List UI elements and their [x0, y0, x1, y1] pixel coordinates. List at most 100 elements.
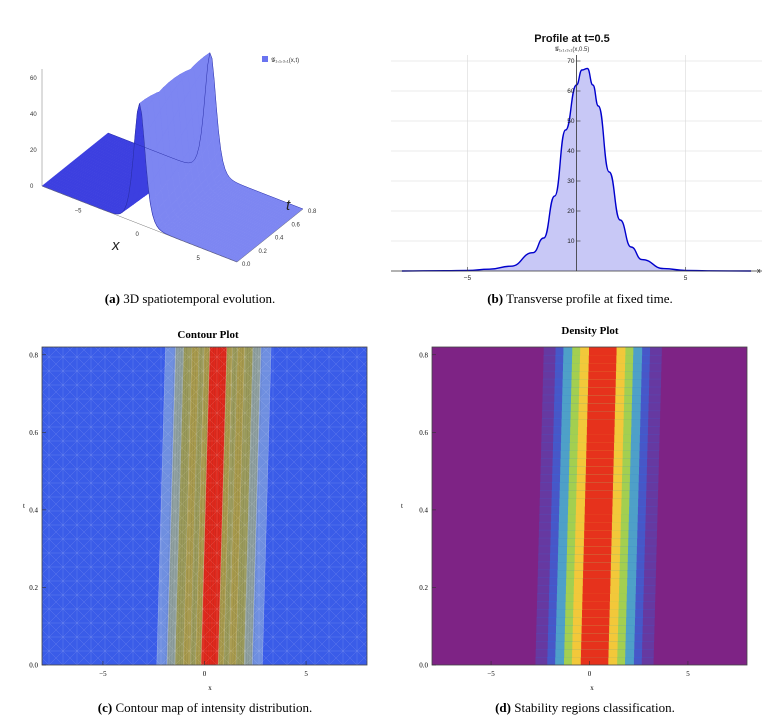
density-cell [587, 386, 616, 396]
caption-c-text: Contour map of intensity distribution. [115, 700, 313, 715]
density-cell [585, 482, 613, 491]
x-axis-label: x [111, 237, 120, 254]
t-tick-label: 0.4 [275, 236, 284, 242]
density-cell [584, 529, 612, 539]
x-tick-label: 5 [684, 275, 688, 282]
density-cell [588, 378, 616, 388]
y-tick-label: 0.4 [29, 506, 38, 514]
y-tick-label: 50 [567, 118, 575, 125]
x-tick-label: 5 [196, 256, 200, 262]
caption-b: (b) Transverse profile at fixed time. [420, 291, 740, 307]
y-tick-label: 0.6 [419, 429, 428, 437]
caption-a-label: (a) [104, 291, 120, 306]
density-cell [587, 418, 615, 427]
z-tick-label: 40 [30, 112, 37, 118]
legend-swatch [262, 56, 268, 62]
density-cell [582, 585, 611, 594]
caption-a-text: 3D spatiotemporal evolution. [123, 291, 276, 306]
surface-mesh [41, 51, 304, 263]
x-axis-line [41, 185, 238, 263]
z-tick-label: 60 [30, 76, 37, 82]
t-axis-line [236, 208, 304, 263]
y-tick-label: 0.0 [419, 662, 428, 670]
caption-b-label: (b) [487, 291, 504, 306]
density-cell [581, 633, 609, 642]
density-cell [583, 537, 612, 547]
x-tick-label: 5 [304, 670, 308, 678]
density-cell [581, 617, 610, 626]
y-tick-label: 0.0 [29, 662, 38, 670]
y-tick-label: 10 [567, 238, 575, 245]
density-cell [580, 649, 609, 658]
x-tick-label: 0 [203, 670, 207, 678]
chart-d-x-label: x [590, 684, 594, 692]
density-cell [586, 442, 615, 451]
y-tick-label: 0.4 [419, 506, 428, 514]
density-cell [586, 458, 614, 467]
density-cell [588, 370, 616, 380]
x-tick-label: −5 [99, 670, 107, 678]
density-cell [585, 490, 613, 499]
density-cell [583, 561, 611, 571]
density-cell [583, 569, 611, 579]
density-band [535, 347, 662, 665]
x-tick-label: 5 [686, 670, 690, 678]
density-cell [586, 426, 615, 435]
caption-b-text: Transverse profile at fixed time. [506, 291, 673, 306]
t-tick-label: 0.0 [242, 262, 251, 268]
y-tick-label: 0.2 [419, 584, 428, 592]
caption-c-label: (c) [97, 700, 113, 715]
y-tick-label: 0.8 [29, 351, 38, 359]
x-tick-label: 0 [588, 670, 592, 678]
y-tick-label: 30 [567, 178, 575, 185]
y-tick-label: 70 [567, 58, 575, 65]
profile-line [401, 67, 752, 272]
chart-b-x-label: x [757, 268, 761, 275]
density-cell [582, 601, 610, 610]
y-tick-label: 20 [567, 208, 575, 215]
contour-mesh [42, 347, 367, 665]
caption-d-text: Stability regions classification. [514, 700, 675, 715]
density-cell [587, 394, 616, 404]
chart-d-ticks: −5 0 5 0.0 0.2 0.4 0.6 0.8 [419, 351, 690, 678]
chart-c-x-label: x [208, 684, 212, 692]
chart-c-contour: Contour Plot −5 0 5 0.0 0.2 0.4 0.6 0.8 x t [23, 329, 368, 692]
density-cell [583, 545, 612, 555]
caption-d: (d) Stability regions classification. [420, 700, 750, 716]
t-tick-label: 0.2 [259, 249, 268, 255]
chart-d-title: Density Plot [561, 325, 618, 337]
chart-c-y-label: t [23, 502, 25, 510]
t-tick-label: 0.8 [308, 209, 317, 215]
chart-a-legend: 𝒢₁,₁,₃,₁(x,t) [262, 56, 299, 64]
x-tick-label: 0 [136, 232, 140, 238]
density-cell [587, 410, 615, 420]
y-tick-label: 40 [567, 148, 575, 155]
density-cell [583, 553, 612, 563]
t-axis-label: t [286, 197, 291, 214]
chart-b-axes: −5 5 10 20 30 40 50 60 70 [391, 55, 762, 282]
density-cell [589, 347, 617, 356]
z-tick-label: 0 [30, 184, 34, 190]
y-tick-label: 0.8 [419, 351, 428, 359]
caption-a: (a) 3D spatiotemporal evolution. [40, 291, 340, 307]
y-tick-label: 60 [567, 88, 575, 95]
chart-a-surface: −5 0 5 0.0 0.2 0.4 0.6 0.8 0 20 40 60 𝒢₁,₁,₃,₁(x,t)… [30, 51, 317, 268]
chart-d-y-label: t [401, 502, 403, 510]
density-cell [584, 506, 613, 515]
density-cell [587, 402, 616, 412]
y-tick-label: 0.6 [29, 429, 38, 437]
z-tick-label: 20 [30, 148, 37, 154]
density-cell [584, 498, 613, 507]
caption-c: (c) Contour map of intensity distributio… [30, 700, 380, 716]
t-tick-label: 0.6 [292, 222, 301, 228]
density-cell [582, 577, 611, 586]
chart-d-density: Density Plot −5 0 5 0.0 0.2 0.4 0.6 0.8 x t [401, 325, 748, 692]
density-cell [584, 513, 613, 523]
density-cell [585, 466, 614, 475]
density-cell [588, 354, 617, 364]
x-tick-label: −5 [75, 208, 83, 214]
chart-b-legend: 𝒢₁,₁,₃,₁(x,0.5) [555, 46, 590, 53]
chart-b-profile: Profile at t=0.5 𝒢₁,₁,₃,₁(x,0.5) −5 5 10 20… [391, 33, 762, 282]
density-cell [585, 474, 614, 483]
density-cell [581, 625, 610, 634]
